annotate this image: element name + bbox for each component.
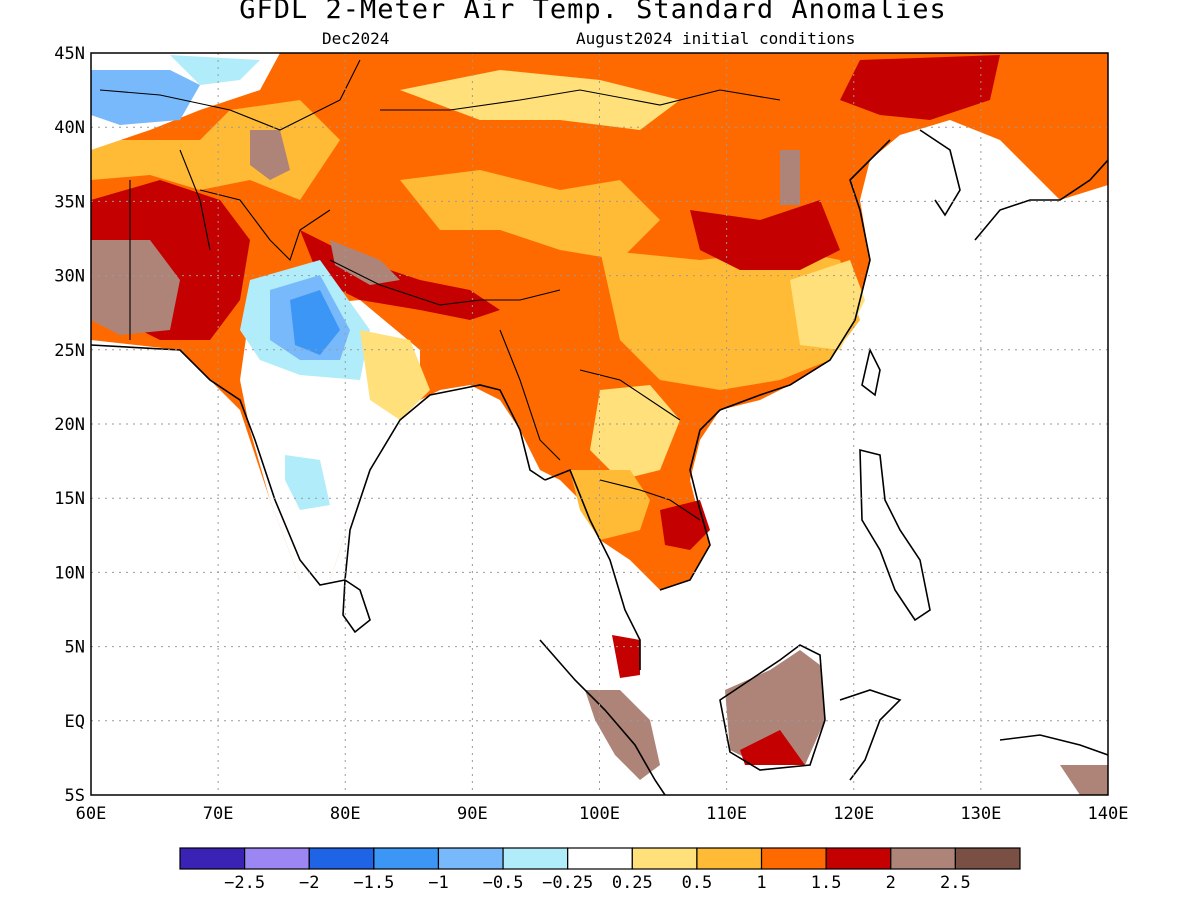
lon-tick-label: 120E xyxy=(833,804,874,824)
anomaly-region-darkred-malaya xyxy=(612,635,640,678)
anomaly-region-darkred-himalaya xyxy=(300,230,500,320)
coastline-sulawesi xyxy=(839,689,902,781)
colorbar-swatch xyxy=(954,847,1021,870)
lon-tick-label: 110E xyxy=(706,804,747,824)
colorbar-swatch xyxy=(437,847,504,870)
coastline-newguinea xyxy=(999,734,1108,756)
coastline-korea-japan xyxy=(919,129,1108,241)
colorbar-label: −2 xyxy=(299,873,319,893)
lat-tick-label: 25N xyxy=(54,341,85,361)
lon-tick-label: 100E xyxy=(579,804,620,824)
anomaly-region-darkred-central xyxy=(690,200,840,270)
map-title: GFDL 2-Meter Air Temp. Standard Anomalie… xyxy=(239,0,947,25)
lon-axis: 60E 70E 80E 90E 100E 110E 120E 130E 140E xyxy=(76,804,1129,824)
colorbar-swatch xyxy=(760,847,827,870)
coastline-taiwan xyxy=(861,347,881,397)
coastline-sumatra xyxy=(539,639,666,795)
coastline-india xyxy=(91,344,546,586)
colorbar-label: −1.5 xyxy=(353,873,394,893)
lon-tick-label: 70E xyxy=(203,804,234,824)
coastline-indochina xyxy=(544,139,891,670)
colorbar-label: 0.25 xyxy=(612,873,653,893)
lat-tick-label: 15N xyxy=(54,489,85,509)
colorbar-label: 1 xyxy=(756,873,766,893)
lon-tick-label: 130E xyxy=(960,804,1001,824)
lon-tick-label: 90E xyxy=(457,804,488,824)
anomaly-region-darkred-borneo xyxy=(740,730,805,765)
initial-conditions-label: August2024 initial conditions xyxy=(576,29,856,48)
lat-tick-label: EQ xyxy=(65,712,85,732)
colorbar-swatch xyxy=(244,847,310,870)
anomaly-region-brown-sumatra xyxy=(585,690,660,780)
lat-tick-label: 45N xyxy=(54,44,85,64)
colorbar-swatch xyxy=(373,847,440,870)
border-line xyxy=(599,479,701,521)
coastline-srilanka xyxy=(342,578,371,634)
colorbar-swatch xyxy=(696,847,763,870)
lat-tick-label: 20N xyxy=(54,415,85,435)
colorbar-swatch xyxy=(825,847,892,870)
anomaly-region-yellow-coast xyxy=(790,260,865,350)
border-line xyxy=(499,329,561,461)
colorbar: −2.5 −2 −1.5 −1 −0.5 −0.25 0.25 0.5 1 1.5 2 2.5 xyxy=(179,847,1021,893)
anomaly-region-brown-iran xyxy=(91,240,180,335)
colorbar-swatch xyxy=(502,847,569,870)
lon-tick-label: 60E xyxy=(76,804,107,824)
anomaly-region-lightblue-north xyxy=(91,70,200,125)
anomaly-region-yellow-indochina xyxy=(590,385,680,480)
lat-tick-label: 5S xyxy=(65,786,85,806)
coastlines xyxy=(91,129,1108,795)
anomaly-region-brown-afghan xyxy=(250,130,290,180)
anomaly-region-brown-himalaya xyxy=(330,240,400,285)
colorbar-swatch xyxy=(567,847,633,870)
anomaly-region-darkred-north xyxy=(840,55,1000,120)
coastline-borneo xyxy=(719,644,826,771)
colorbar-label: −2.5 xyxy=(224,873,265,893)
colorbar-swatch xyxy=(890,847,956,870)
anomaly-region-cyan-north xyxy=(170,55,260,85)
lat-tick-label: 40N xyxy=(54,118,85,138)
map-frame xyxy=(90,52,1109,796)
border-line xyxy=(380,89,781,111)
anomaly-region-cyan-deccan xyxy=(285,455,330,510)
lat-tick-label: 35N xyxy=(54,192,85,212)
border-line xyxy=(99,59,361,131)
border-line xyxy=(329,259,561,306)
anomaly-region-darkred-cambodia xyxy=(660,500,710,550)
anomaly-region-brown-borneo xyxy=(725,650,825,765)
anomaly-region-brown-newguinea xyxy=(1060,765,1108,795)
lat-tick-label: 30N xyxy=(54,267,85,287)
colorbar-label: 0.5 xyxy=(682,873,713,893)
colorbar-label: 2 xyxy=(886,873,896,893)
border-line xyxy=(199,189,331,262)
anomaly-region-brown-north-china xyxy=(780,150,800,205)
colorbar-label: 2.5 xyxy=(940,873,971,893)
colorbar-swatch xyxy=(308,847,375,870)
lat-axis: 5S EQ 5N 10N 15N 20N 25N 30N 35N 40N 45N xyxy=(54,44,85,806)
anomaly-region-yellow-india xyxy=(360,330,430,420)
lat-tick-label: 10N xyxy=(54,563,85,583)
country-borders xyxy=(99,59,781,521)
lat-tick-label: 5N xyxy=(65,638,85,658)
colorbar-swatch xyxy=(179,847,246,870)
colorbar-label: −0.5 xyxy=(483,873,524,893)
colorbar-label: −0.25 xyxy=(542,873,593,893)
anomaly-region-yellow-mongolia xyxy=(400,70,680,130)
colorbar-swatch xyxy=(631,847,698,870)
target-month-label: Dec2024 xyxy=(322,29,390,48)
gridlines xyxy=(91,53,1108,795)
anomaly-region-blue-india xyxy=(290,290,340,355)
colorbar-label: −1 xyxy=(428,873,448,893)
lon-tick-label: 80E xyxy=(330,804,361,824)
coastline-philippines xyxy=(859,448,931,622)
colorbar-label: 1.5 xyxy=(811,873,842,893)
anomaly-region-light-orange-tibet xyxy=(400,170,660,260)
lon-tick-label: 140E xyxy=(1088,804,1129,824)
border-line xyxy=(179,149,211,251)
